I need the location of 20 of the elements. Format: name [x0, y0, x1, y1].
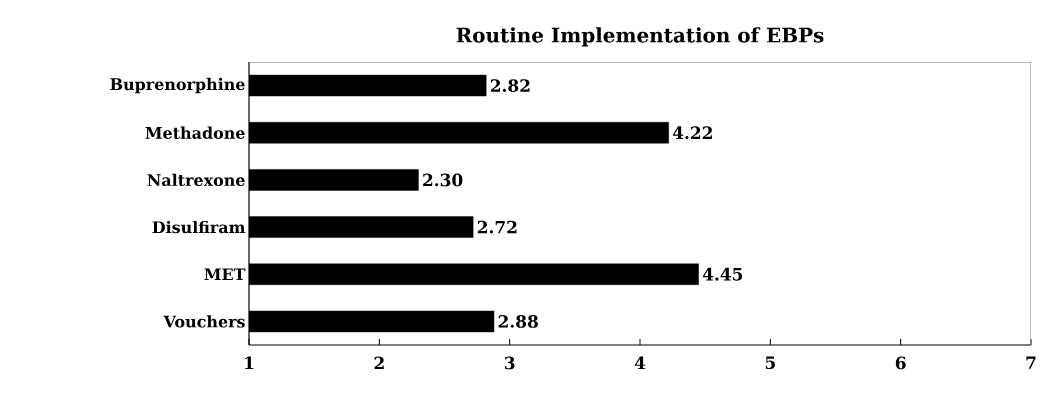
x-tick-label: 7 — [1026, 356, 1036, 369]
data-label: 4.45 — [702, 267, 743, 281]
data-label: 2.82 — [490, 79, 530, 92]
data-label: 4.22 — [672, 126, 712, 140]
x-tick-label: 6 — [895, 356, 906, 370]
x-tick-label: 4 — [634, 356, 646, 370]
x-tick-label: 3 — [504, 356, 515, 370]
x-tick-label: 2 — [374, 356, 384, 370]
y-tick-label: Naltrexone — [147, 173, 245, 187]
y-tick-label: MET — [204, 268, 246, 281]
x-tick-label: 5 — [765, 356, 775, 370]
y-tick-label: Disulfiram — [152, 220, 246, 234]
chart-title: Routine Implementation of EBPs — [456, 27, 824, 47]
y-tick-label: Buprenorphine — [110, 77, 245, 94]
data-label: 2.72 — [477, 220, 517, 234]
data-label: 2.88 — [498, 315, 538, 328]
y-tick-label: Vouchers — [163, 315, 245, 328]
x-tick-label: 1 — [245, 356, 254, 370]
y-tick-label: Methadone — [145, 126, 245, 139]
data-label: 2.30 — [423, 173, 463, 187]
